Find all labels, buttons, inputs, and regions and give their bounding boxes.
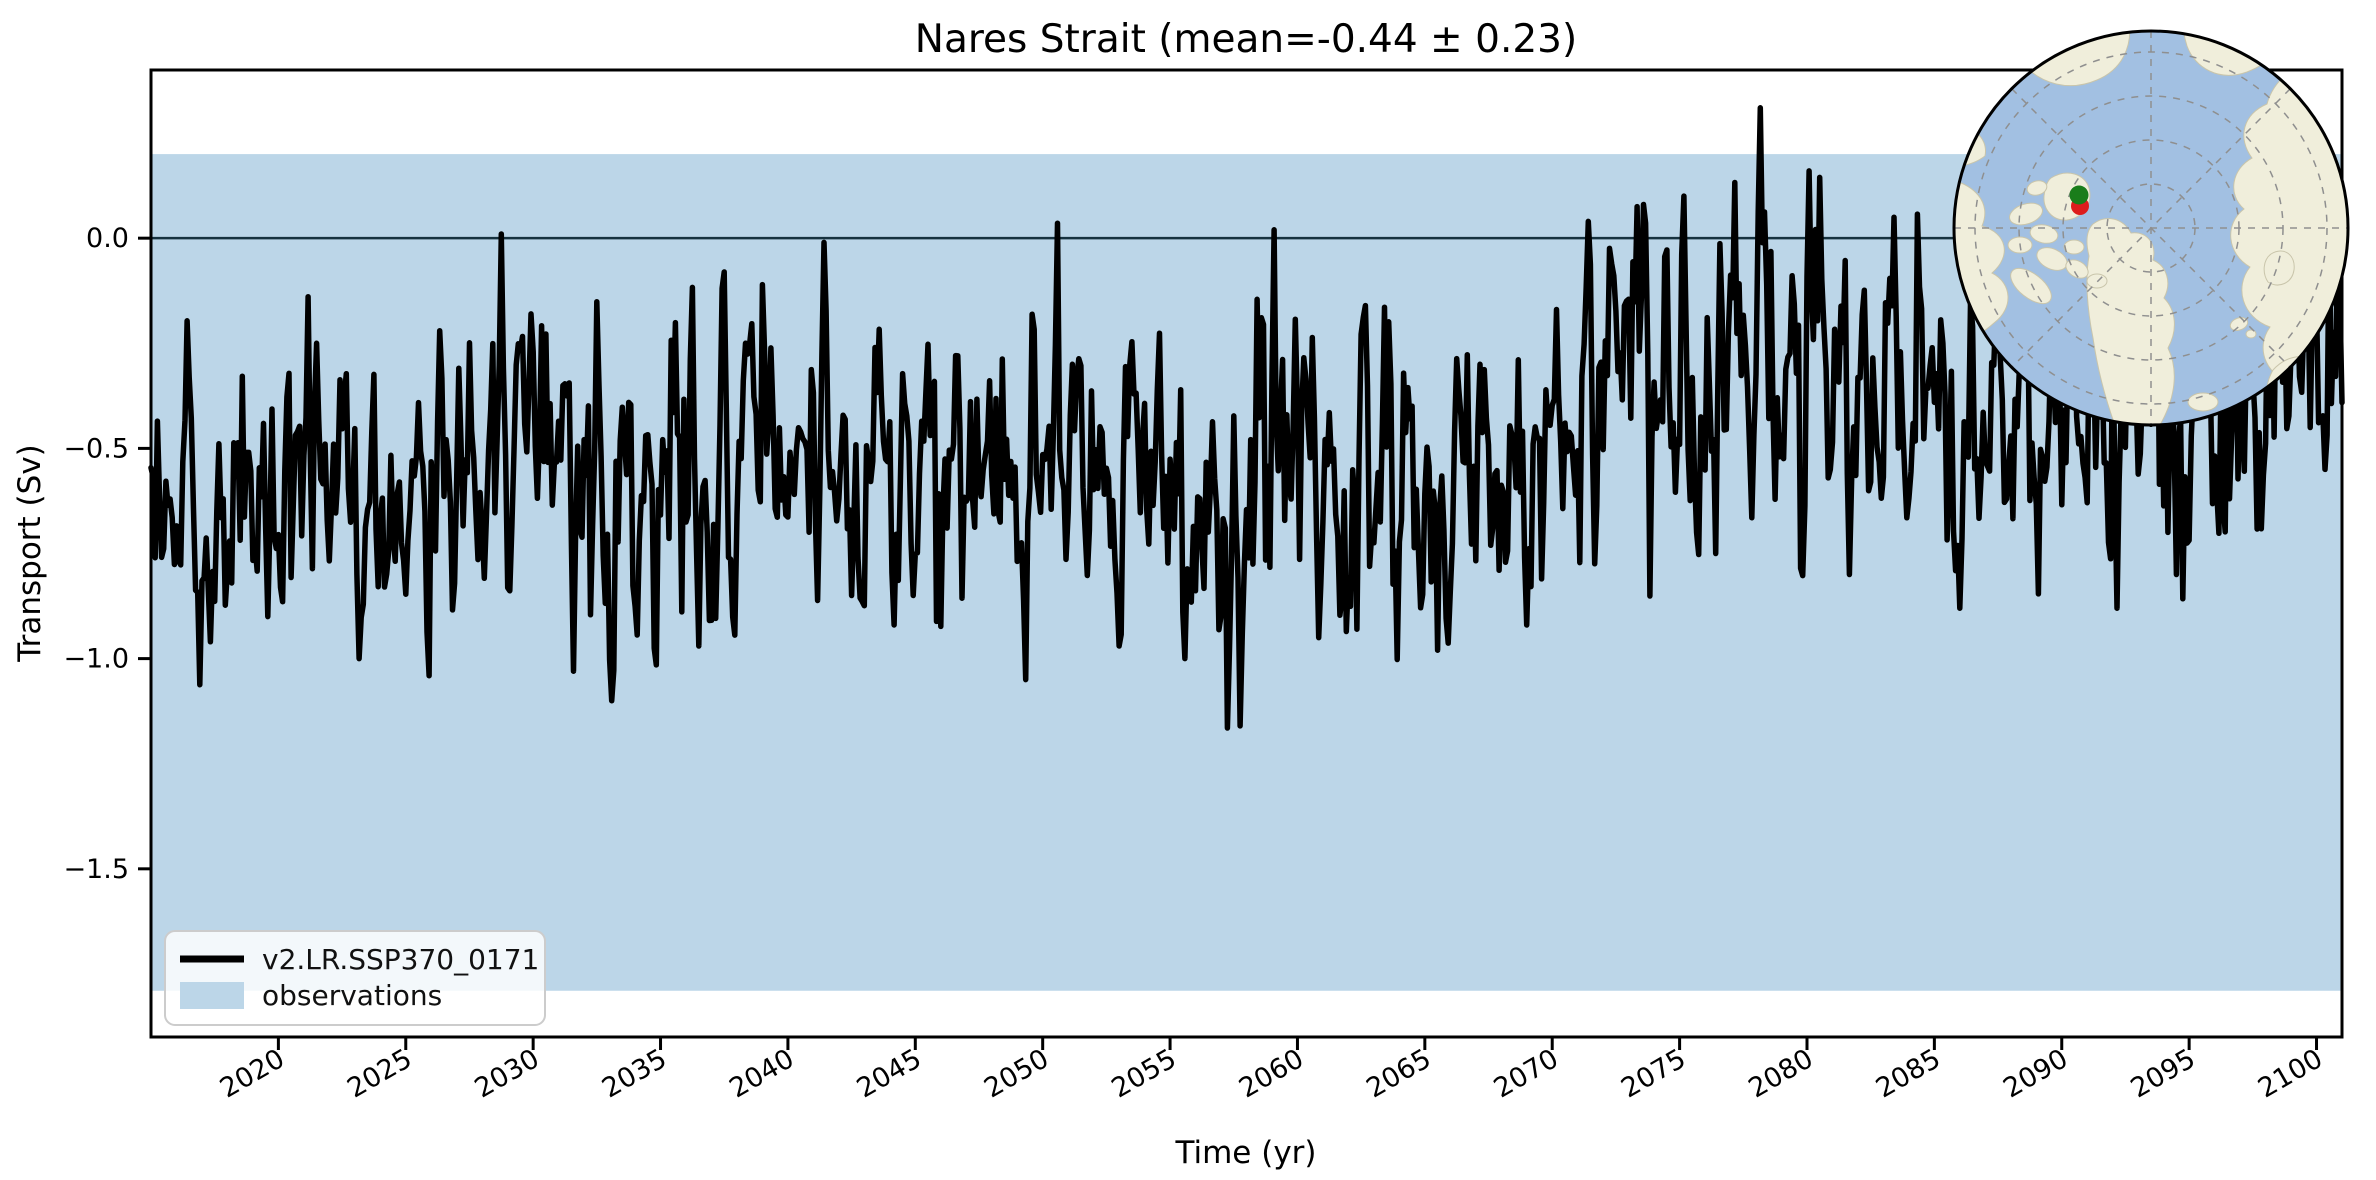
series-line — [148, 105, 2345, 731]
legend: v2.LR.SSP370_0171 observations — [164, 930, 546, 1026]
inset-land-island — [2063, 239, 2085, 255]
y-axis-label: Transport (Sv) — [12, 444, 48, 663]
legend-label-model: v2.LR.SSP370_0171 — [262, 943, 539, 976]
x-tick-label: 2045 — [852, 1043, 927, 1104]
inset-graticule — [1954, 31, 2348, 425]
x-tick-label: 2095 — [2126, 1043, 2201, 1104]
x-tick-label: 2055 — [1107, 1043, 1182, 1104]
x-tick-label: 2100 — [2253, 1043, 2328, 1104]
y-tick-label: −1.5 — [63, 854, 129, 885]
x-tick-label: 2060 — [1234, 1043, 1309, 1104]
y-tick-label: 0.0 — [86, 223, 129, 254]
x-tick-label: 2050 — [979, 1043, 1054, 1104]
inset-land-island — [2026, 180, 2048, 196]
x-tick-label: 2085 — [1871, 1043, 1946, 1104]
inset-border — [1952, 29, 2350, 427]
y-tick-label: −1.0 — [63, 644, 129, 675]
legend-patch-swatch — [180, 982, 244, 1009]
axis-ticks — [138, 236, 2319, 1050]
x-tick-label: 2040 — [724, 1043, 799, 1104]
x-tick-label: 2030 — [470, 1043, 545, 1104]
graticule-meridian — [2011, 88, 2291, 368]
x-tick-label: 2025 — [342, 1043, 417, 1104]
inset-land-iceland — [2187, 392, 2219, 412]
legend-label-observations: observations — [262, 979, 442, 1012]
x-tick-label: 2035 — [597, 1043, 672, 1104]
inset-marker-model — [2069, 185, 2089, 205]
inset-land-novaya-zemlya — [2263, 250, 2295, 286]
inset-land-baffin — [2010, 267, 2052, 305]
x-tick-label: 2065 — [1361, 1043, 1436, 1104]
x-tick-label: 2020 — [215, 1043, 290, 1104]
y-tick-label: −0.5 — [63, 433, 129, 464]
x-tick-label: 2075 — [1616, 1043, 1691, 1104]
inset-land-island — [2029, 224, 2059, 244]
x-tick-label: 2070 — [1489, 1043, 1564, 1104]
inset-land-svalbard — [2245, 329, 2257, 339]
axes-frame — [149, 68, 2344, 1039]
inset-land-island — [2009, 202, 2043, 226]
legend-box — [164, 930, 546, 1026]
chart-title: Nares Strait (mean=-0.44 ± 0.23) — [915, 17, 1577, 62]
x-axis-label: Time (yr) — [1175, 1135, 1317, 1171]
x-tick-label: 2090 — [1998, 1043, 2073, 1104]
x-tick-label: 2080 — [1743, 1043, 1818, 1104]
